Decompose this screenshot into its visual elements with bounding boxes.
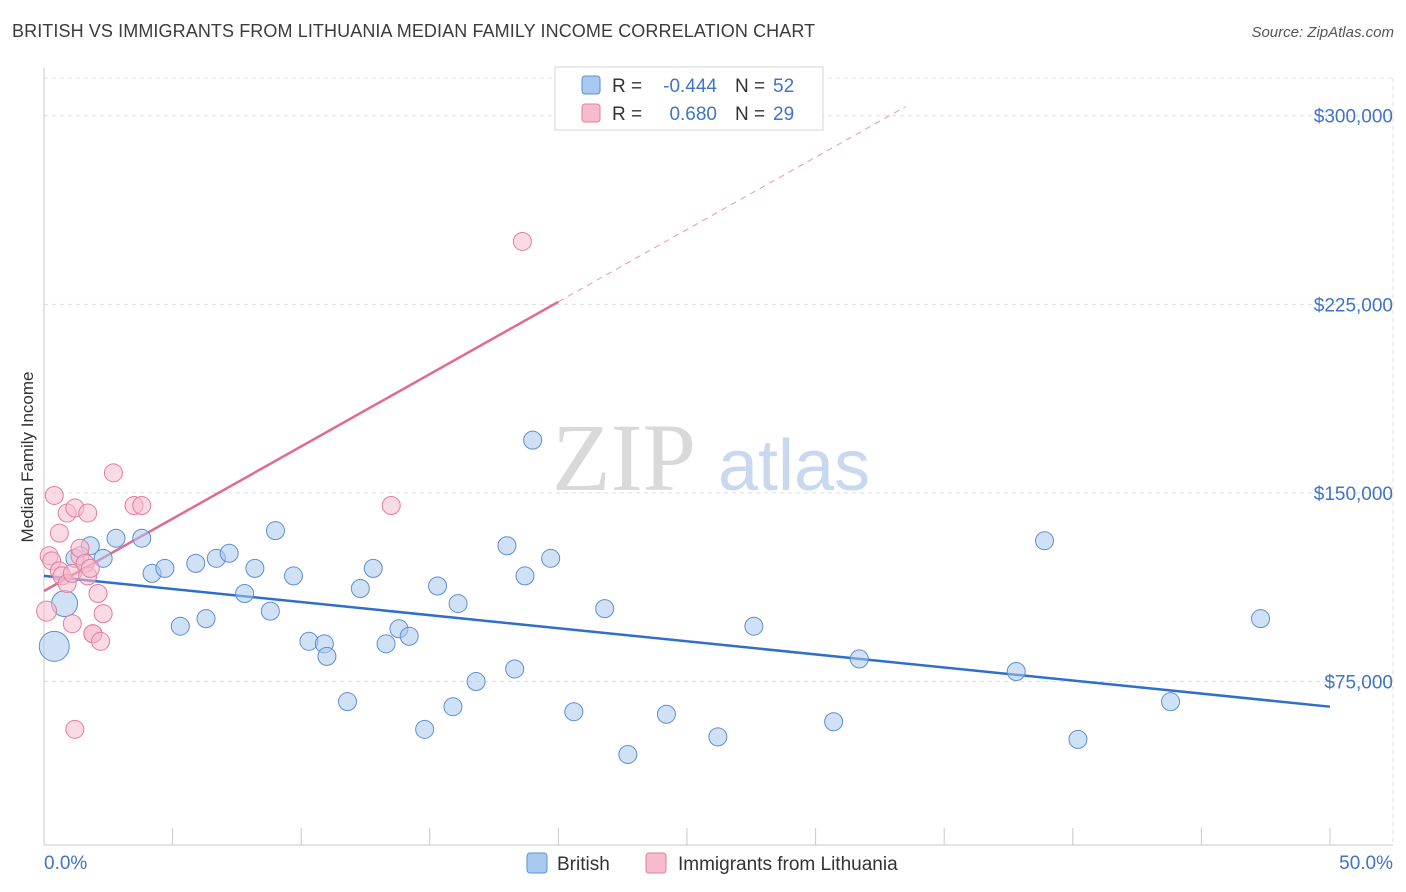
legend-n-value-lithuania: 29: [773, 104, 794, 125]
trend-line-british: [43, 574, 1331, 708]
point-lithuania-23: [93, 604, 113, 624]
legend-r-label-british: R =: [612, 76, 642, 97]
chart-title: BRITISH VS IMMIGRANTS FROM LITHUANIA MED…: [12, 21, 816, 41]
watermark-zip: ZIP: [552, 404, 696, 511]
point-british-18: [283, 566, 303, 586]
legend-n-value-british: 52: [773, 76, 794, 97]
point-british-21: [317, 646, 337, 666]
point-british-47: [1035, 531, 1055, 551]
legend-r-label-lithuania: R =: [612, 104, 642, 125]
y-tick-label-1: $150,000: [1314, 484, 1393, 505]
point-british-32: [466, 672, 486, 692]
point-british-31: [448, 594, 468, 614]
point-british-25: [376, 634, 396, 654]
point-british-10: [186, 553, 206, 573]
x-tick-label-min: 0.0%: [44, 853, 87, 874]
legend-n-label-british: N =: [735, 76, 765, 97]
y-tick-labels: $75,000 $150,000 $225,000 $300,000: [1314, 107, 1393, 694]
point-british-4: [93, 548, 113, 568]
point-british-33: [497, 536, 517, 556]
legend-bottom: British Immigrants from Lithuania: [526, 852, 898, 875]
point-british-39: [595, 599, 615, 619]
point-british-42: [708, 727, 728, 747]
point-lithuania-24: [103, 463, 123, 483]
point-british-24: [363, 558, 383, 578]
point-british-48: [1068, 729, 1088, 749]
point-british-8: [155, 558, 175, 578]
point-british-50: [1251, 609, 1271, 629]
point-british-37: [541, 548, 561, 568]
point-british-49: [1161, 692, 1181, 712]
point-lithuania-26: [132, 496, 152, 516]
legend-bottom-swatch-lithuania: [645, 852, 667, 874]
point-british-40: [618, 744, 638, 764]
watermark: ZIP atlas: [552, 404, 870, 511]
point-british-16: [260, 601, 280, 621]
legend-top: R = -0.444 N = 52 R = 0.680 N = 29: [554, 66, 824, 131]
point-lithuania-22: [91, 631, 111, 651]
y-tick-label-2: $225,000: [1314, 295, 1393, 316]
point-lithuania-0: [36, 600, 58, 622]
point-british-15: [245, 558, 265, 578]
x-tick-label-max: 50.0%: [1339, 853, 1393, 874]
y-axis-label: Median Family Income: [18, 371, 37, 542]
point-british-9: [170, 616, 190, 636]
legend-n-label-lithuania: N =: [735, 104, 765, 125]
point-british-43: [744, 616, 764, 636]
trend-line-lithuania: [43, 300, 560, 593]
point-british-27: [399, 626, 419, 646]
point-lithuania-28: [512, 231, 532, 251]
point-british-0: [38, 630, 70, 662]
point-british-46: [1006, 661, 1026, 681]
legend-r-value-lithuania: 0.680: [669, 104, 717, 125]
point-british-41: [656, 704, 676, 724]
point-british-34: [505, 659, 525, 679]
legend-bottom-label-lithuania: Immigrants from Lithuania: [678, 854, 898, 875]
point-british-28: [415, 719, 435, 739]
source-label: Source: ZipAtlas.com: [1251, 24, 1394, 41]
legend-swatch-british: [581, 75, 601, 95]
axes: [43, 68, 1393, 846]
trend-lines: [43, 106, 1331, 708]
point-british-45: [849, 649, 869, 669]
point-british-36: [523, 430, 543, 450]
point-lithuania-18: [80, 558, 100, 578]
y-tick-label-3: $300,000: [1314, 107, 1393, 128]
point-lithuania-5: [49, 523, 69, 543]
point-british-30: [443, 697, 463, 717]
point-lithuania-3: [44, 485, 64, 505]
point-british-35: [515, 566, 535, 586]
point-british-13: [219, 543, 239, 563]
point-british-29: [428, 576, 448, 596]
point-british-17: [265, 521, 285, 541]
point-lithuania-21: [88, 584, 108, 604]
legend-r-value-british: -0.444: [663, 76, 717, 97]
point-lithuania-17: [78, 503, 98, 523]
watermark-atlas: atlas: [718, 426, 870, 506]
point-lithuania-27: [381, 496, 401, 516]
legend-swatch-lithuania: [581, 103, 601, 123]
point-british-5: [106, 528, 126, 548]
point-british-6: [132, 528, 152, 548]
y-tick-label-0: $75,000: [1324, 673, 1393, 694]
trend-line-lithuania-extension: [558, 106, 906, 303]
point-british-11: [196, 609, 216, 629]
point-british-44: [824, 712, 844, 732]
point-british-23: [350, 578, 370, 598]
point-lithuania-10: [62, 614, 82, 634]
point-british-14: [235, 584, 255, 604]
legend-bottom-swatch-british: [526, 852, 548, 874]
point-lithuania-12: [65, 719, 85, 739]
point-british-22: [337, 692, 357, 712]
data-points: [36, 231, 1271, 764]
legend-bottom-label-british: British: [557, 854, 610, 875]
point-british-38: [564, 702, 584, 722]
